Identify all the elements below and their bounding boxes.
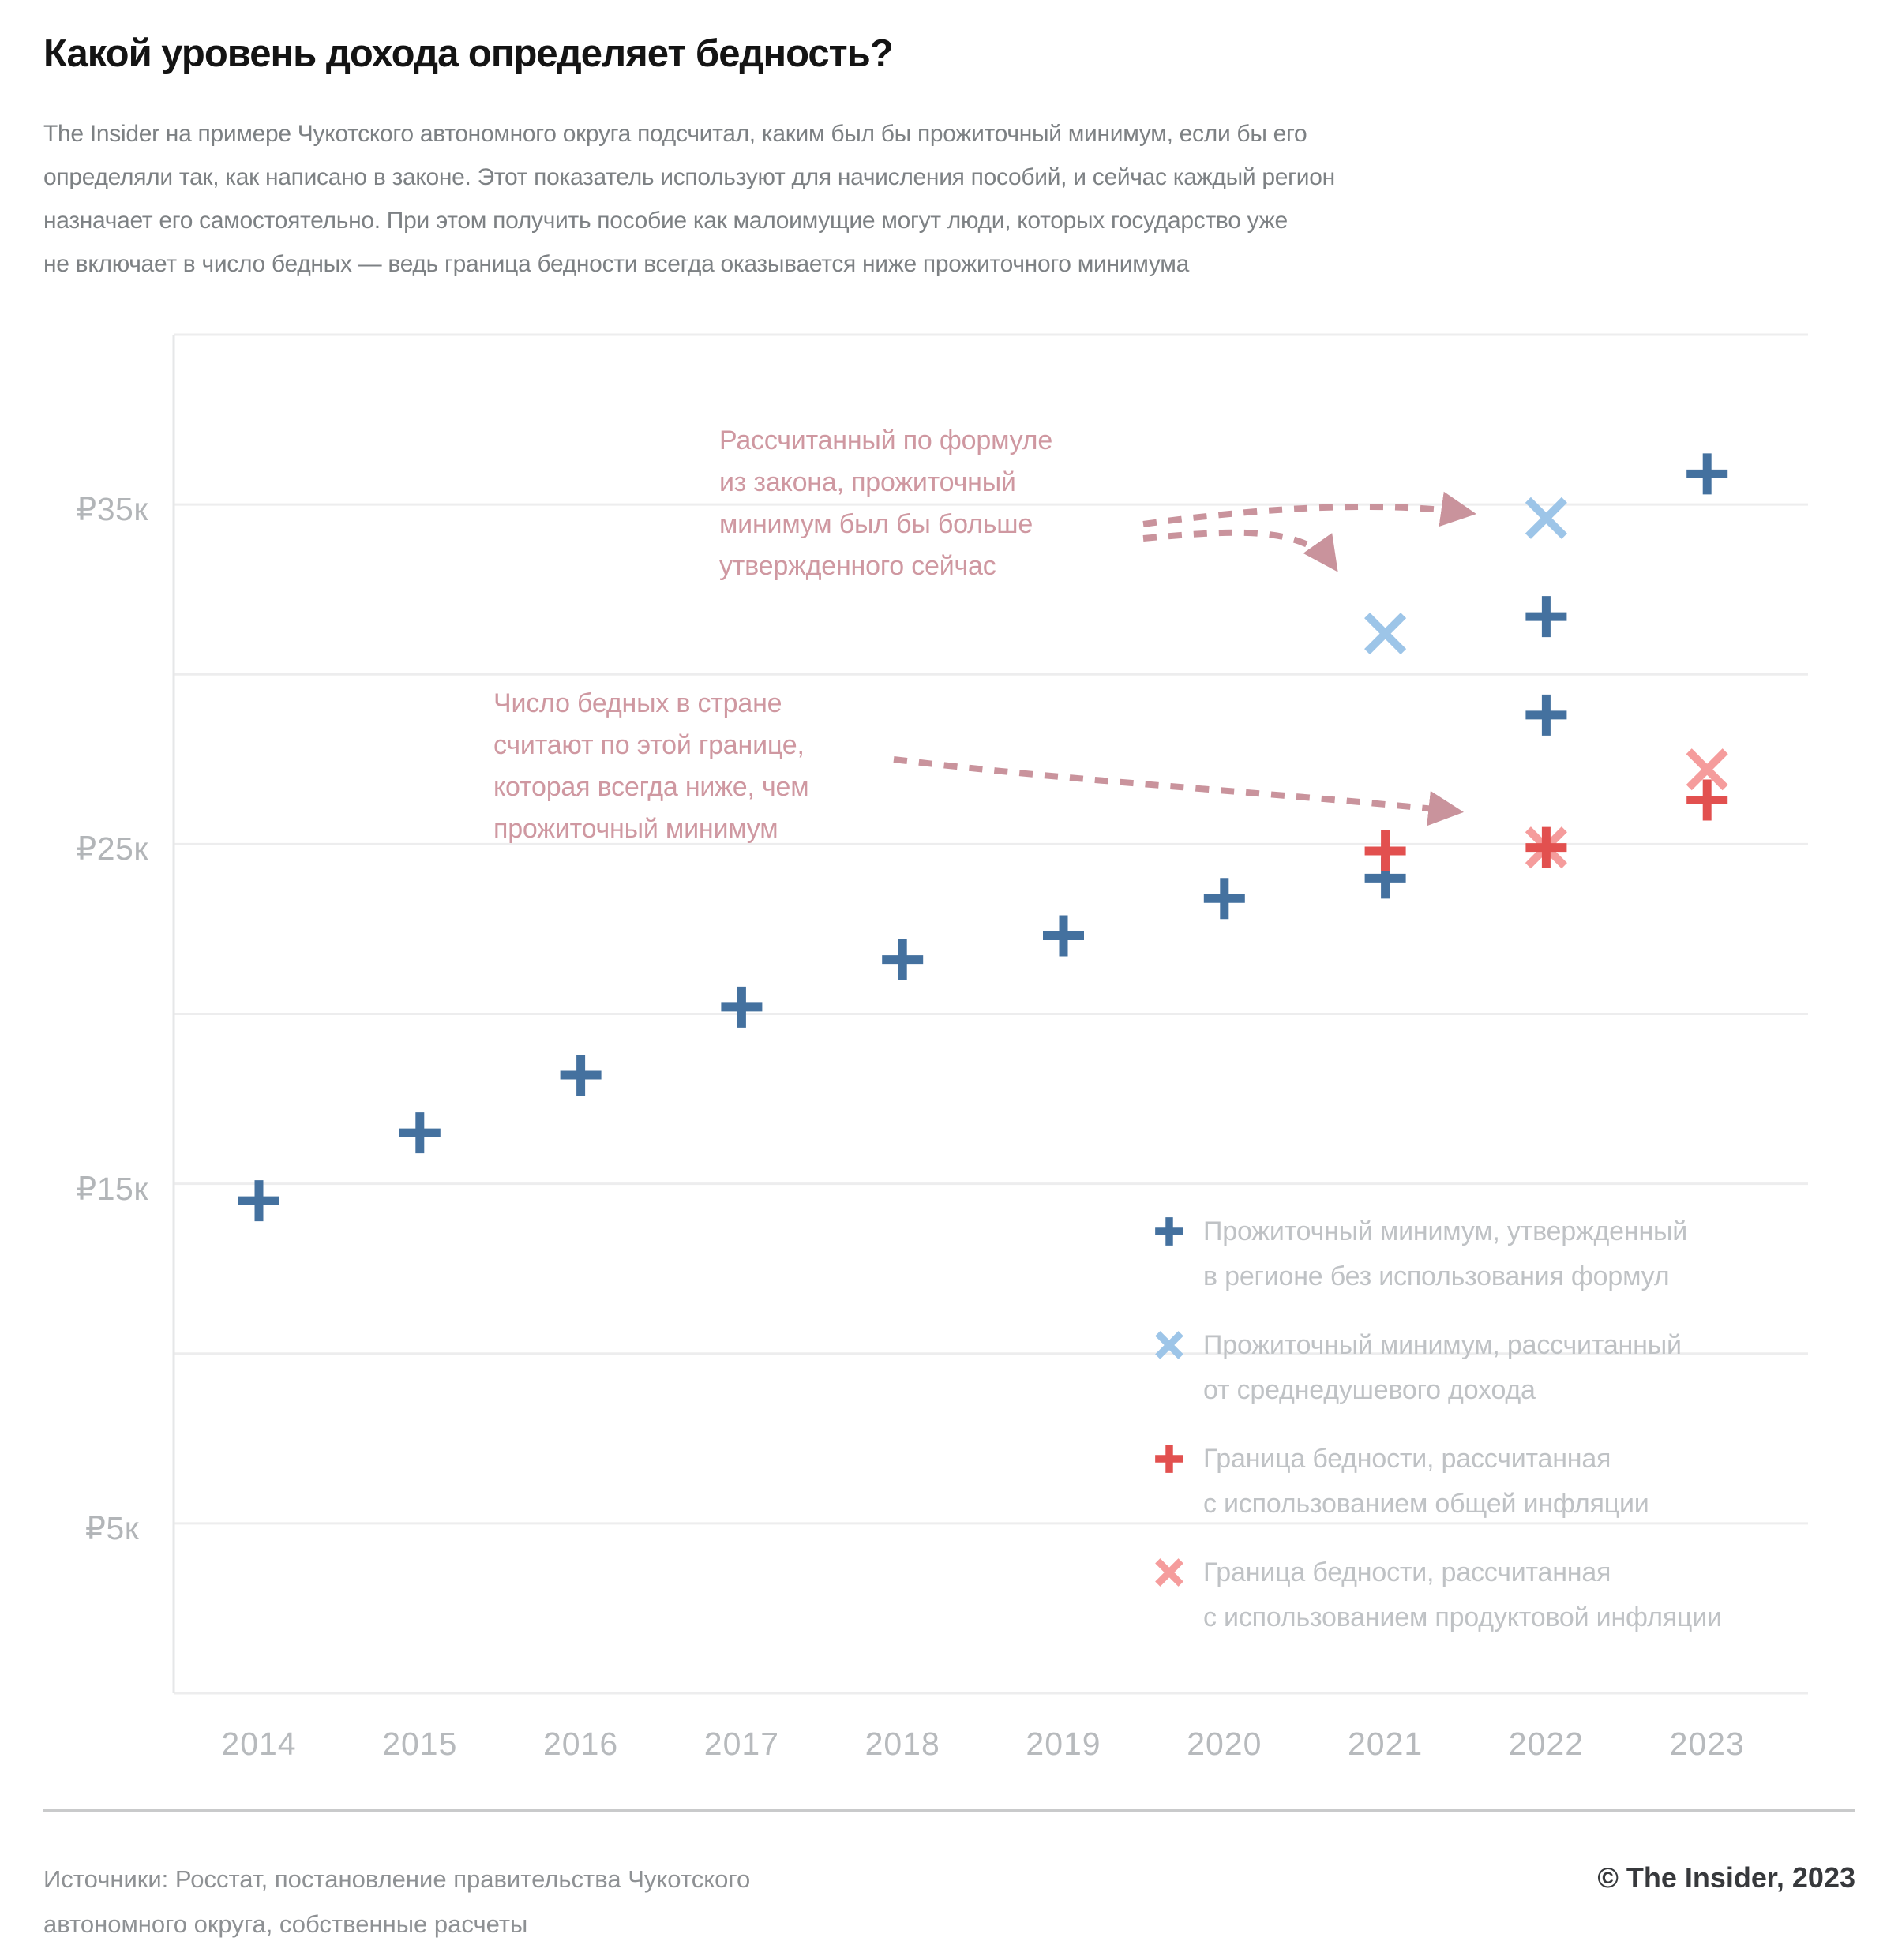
x-tick-label: 2019 bbox=[1026, 1726, 1101, 1762]
legend-item: Прожиточный минимум, утвержденный в реги… bbox=[1153, 1209, 1722, 1299]
data-point bbox=[238, 1180, 279, 1222]
data-point bbox=[721, 986, 763, 1028]
data-point bbox=[1525, 497, 1567, 539]
subtitle-line: не включает в число бедных — ведь границ… bbox=[43, 251, 1189, 277]
data-point bbox=[1525, 694, 1567, 736]
page-title: Какой уровень дохода определяет бедность… bbox=[43, 32, 894, 75]
subtitle: The Insider на примере Чукотского автоно… bbox=[43, 112, 1335, 286]
annotation-line: из закона, прожиточный bbox=[719, 467, 1016, 497]
annotation-poverty-line: Число бедных в стране считают по этой гр… bbox=[493, 683, 809, 850]
annotation-arrow bbox=[893, 756, 1465, 826]
y-tick-label: ₽25к bbox=[76, 830, 148, 868]
annotation-arrows bbox=[893, 491, 1476, 826]
x-marker-icon bbox=[1155, 1331, 1183, 1359]
x-tick-label: 2022 bbox=[1508, 1726, 1584, 1762]
data-point bbox=[1686, 748, 1728, 791]
y-tick-label: ₽35к bbox=[76, 491, 148, 528]
x-marker-icon bbox=[1155, 1558, 1183, 1587]
y-tick-label: ₽15к bbox=[76, 1170, 148, 1207]
data-point bbox=[1043, 915, 1084, 957]
x-tick-label: 2020 bbox=[1187, 1726, 1262, 1762]
y-tick-label: ₽5к bbox=[84, 1509, 140, 1546]
data-point bbox=[560, 1054, 602, 1096]
annotation-arrow bbox=[1142, 529, 1338, 572]
data-points bbox=[238, 453, 1728, 1222]
series-x bbox=[1364, 497, 1567, 655]
x-tick-label: 2023 bbox=[1669, 1726, 1745, 1762]
annotation-line: минимум был бы больше bbox=[719, 509, 1033, 539]
legend-item: Граница бедности, рассчитанная с использ… bbox=[1153, 1437, 1722, 1527]
annotation-line: считают по этой границе, bbox=[493, 730, 805, 760]
footer-divider bbox=[43, 1809, 1855, 1812]
annotation-line: Рассчитанный по формуле bbox=[719, 425, 1053, 455]
footer-credit: © The Insider, 2023 bbox=[1597, 1861, 1855, 1894]
data-point bbox=[1686, 779, 1728, 821]
data-point bbox=[882, 939, 924, 980]
legend-item-label: Прожиточный минимум, утвержденный в реги… bbox=[1203, 1216, 1688, 1291]
x-tick-label: 2017 bbox=[703, 1726, 779, 1762]
data-point bbox=[399, 1112, 441, 1154]
subtitle-line: определяли так, как написано в законе. Э… bbox=[43, 164, 1335, 190]
x-tick-label: 2015 bbox=[382, 1726, 458, 1762]
x-tick-label: 2018 bbox=[865, 1726, 940, 1762]
legend-item-label: Граница бедности, рассчитанная с использ… bbox=[1203, 1557, 1722, 1632]
annotation-arrow bbox=[1142, 491, 1476, 527]
legend-item: Граница бедности, рассчитанная с использ… bbox=[1153, 1550, 1722, 1640]
chart-legend: Прожиточный минимум, утвержденный в реги… bbox=[1153, 1209, 1722, 1664]
series-plus bbox=[238, 453, 1728, 1222]
subtitle-line: назначает его самостоятельно. При этом п… bbox=[43, 208, 1288, 234]
legend-item: Прожиточный минимум, рассчитанный от сре… bbox=[1153, 1323, 1722, 1413]
annotation-line: Число бедных в стране bbox=[493, 688, 782, 718]
data-point bbox=[1364, 613, 1407, 655]
x-tick-label: 2016 bbox=[542, 1726, 619, 1762]
annotation-line: которая всегда ниже, чем bbox=[493, 772, 809, 802]
data-point bbox=[1686, 453, 1728, 495]
series-plus bbox=[1364, 779, 1728, 871]
annotation-line: прожиточный минимум bbox=[493, 814, 778, 844]
plus-marker-icon bbox=[1155, 1217, 1183, 1246]
plus-marker-icon bbox=[1155, 1445, 1183, 1473]
data-point bbox=[1525, 596, 1567, 638]
data-point bbox=[1364, 830, 1406, 871]
subtitle-line: The Insider на примере Чукотского автоно… bbox=[43, 121, 1307, 147]
x-tick-label: 2014 bbox=[221, 1726, 297, 1762]
footer-sources: Источники: Росстат, постановление правит… bbox=[43, 1865, 751, 1938]
annotation-line: утвержденного сейчас bbox=[719, 551, 996, 581]
legend-item-label: Прожиточный минимум, рассчитанный от сре… bbox=[1203, 1330, 1682, 1405]
data-point bbox=[1203, 878, 1245, 920]
annotation-calculated-minimum: Рассчитанный по формуле из закона, прожи… bbox=[719, 420, 1052, 587]
data-point bbox=[1525, 826, 1567, 868]
x-tick-label: 2021 bbox=[1347, 1726, 1424, 1762]
legend-item-label: Граница бедности, рассчитанная с использ… bbox=[1203, 1444, 1649, 1519]
